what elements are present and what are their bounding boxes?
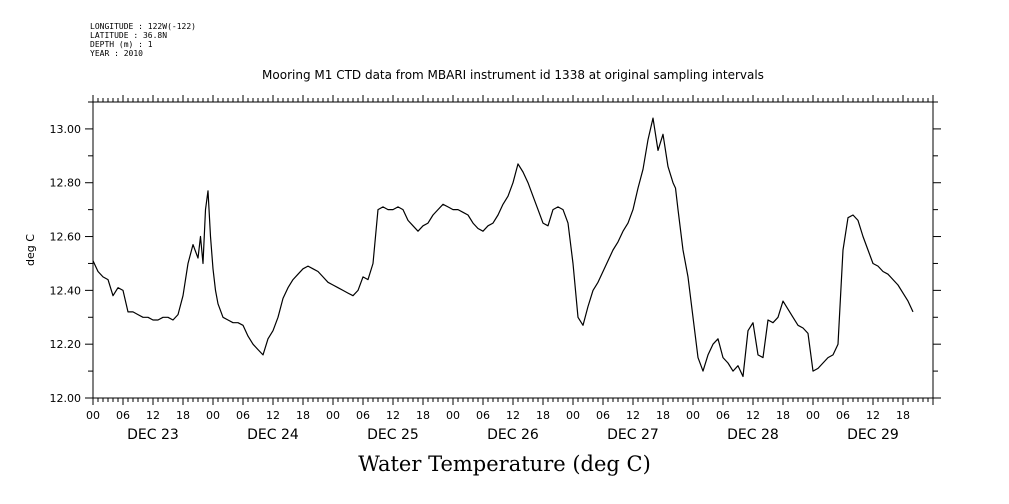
x-tick-label: 06	[836, 409, 850, 422]
y-tick-label: 12.20	[50, 338, 82, 351]
x-tick-label: 12	[386, 409, 400, 422]
metadata-year: YEAR : 2010	[90, 49, 143, 58]
y-tick-label: 12.80	[50, 177, 82, 190]
x-tick-label: 00	[686, 409, 700, 422]
x-day-label: DEC 29	[847, 427, 899, 443]
x-tick-label: 18	[896, 409, 910, 422]
x-axis-label: Water Temperature (deg C)	[358, 452, 651, 476]
y-tick-label: 13.00	[50, 123, 82, 136]
x-day-label: DEC 25	[367, 427, 419, 443]
x-day-label: DEC 28	[727, 427, 779, 443]
x-tick-label: 12	[866, 409, 880, 422]
y-tick-label: 12.00	[50, 392, 82, 405]
metadata-latitude: LATITUDE : 36.8N	[90, 31, 168, 40]
x-tick-label: 00	[446, 409, 460, 422]
x-day-label: DEC 27	[607, 427, 659, 443]
x-tick-label: 00	[206, 409, 220, 422]
x-tick-label: 12	[506, 409, 520, 422]
x-tick-label: 06	[356, 409, 370, 422]
x-tick-label: 12	[266, 409, 280, 422]
y-tick-label: 12.60	[50, 231, 82, 244]
x-tick-label: 00	[326, 409, 340, 422]
temperature-series-line	[92, 117, 914, 378]
metadata-block: LONGITUDE : 122W(-122) LATITUDE : 36.8N …	[90, 22, 196, 58]
x-tick-label: 00	[566, 409, 580, 422]
x-tick-label: 06	[716, 409, 730, 422]
x-day-label: DEC 24	[247, 427, 299, 443]
metadata-longitude: LONGITUDE : 122W(-122)	[90, 22, 196, 31]
x-day-label: DEC 23	[127, 427, 179, 443]
x-tick-label: 06	[116, 409, 130, 422]
x-tick-label: 18	[656, 409, 670, 422]
x-tick-label: 06	[596, 409, 610, 422]
chart-title: Mooring M1 CTD data from MBARI instrumen…	[262, 68, 764, 82]
x-tick-label: 06	[476, 409, 490, 422]
x-tick-label: 18	[536, 409, 550, 422]
x-tick-label: 18	[176, 409, 190, 422]
x-tick-label: 06	[236, 409, 250, 422]
x-tick-label: 00	[86, 409, 100, 422]
x-day-label: DEC 26	[487, 427, 539, 443]
plot-frame	[92, 101, 934, 399]
x-tick-label: 18	[776, 409, 790, 422]
metadata-depth: DEPTH (m) : 1	[90, 40, 153, 49]
x-tick-label: 18	[416, 409, 430, 422]
y-axis-label: deg C	[24, 234, 37, 266]
x-tick-label: 12	[146, 409, 160, 422]
x-tick-label: 00	[806, 409, 820, 422]
x-tick-label: 12	[626, 409, 640, 422]
x-tick-label: 18	[296, 409, 310, 422]
y-tick-label: 12.40	[50, 284, 82, 297]
x-tick-label: 12	[746, 409, 760, 422]
